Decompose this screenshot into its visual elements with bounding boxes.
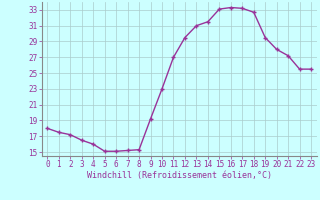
X-axis label: Windchill (Refroidissement éolien,°C): Windchill (Refroidissement éolien,°C) xyxy=(87,171,272,180)
